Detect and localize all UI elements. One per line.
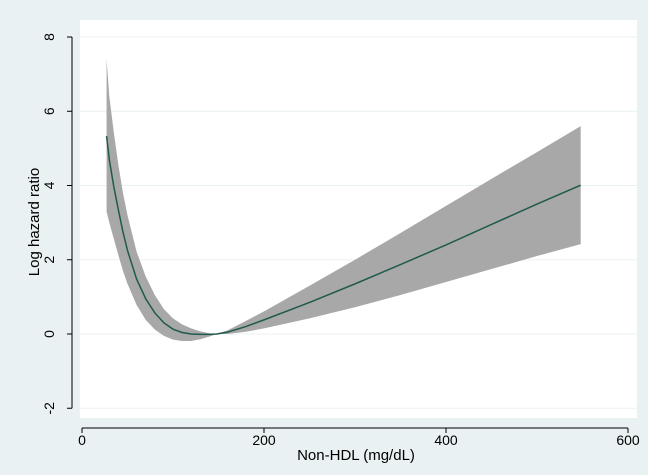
x-ticks: 0 200 400 600 xyxy=(78,428,640,448)
x-tick-label-1: 200 xyxy=(252,432,276,448)
y-tick-label-1: 0 xyxy=(41,330,57,338)
y-ticks: -2 0 2 4 6 8 xyxy=(41,33,72,415)
y-tick-label-2: 2 xyxy=(41,256,57,264)
y-tick-label-0: -2 xyxy=(41,402,57,415)
x-tick-label-0: 0 xyxy=(78,432,86,448)
y-tick-label-5: 8 xyxy=(41,33,57,41)
y-tick-label-4: 6 xyxy=(41,107,57,115)
y-tick-label-3: 4 xyxy=(41,181,57,189)
x-axis-title: Non-HDL (mg/dL) xyxy=(297,447,415,464)
y-axis-title: Log hazard ratio xyxy=(26,168,43,276)
x-tick-label-2: 400 xyxy=(434,432,458,448)
hazard-ratio-line xyxy=(105,136,581,336)
x-tick-label-3: 600 xyxy=(616,432,640,448)
confidence-band xyxy=(106,59,581,342)
